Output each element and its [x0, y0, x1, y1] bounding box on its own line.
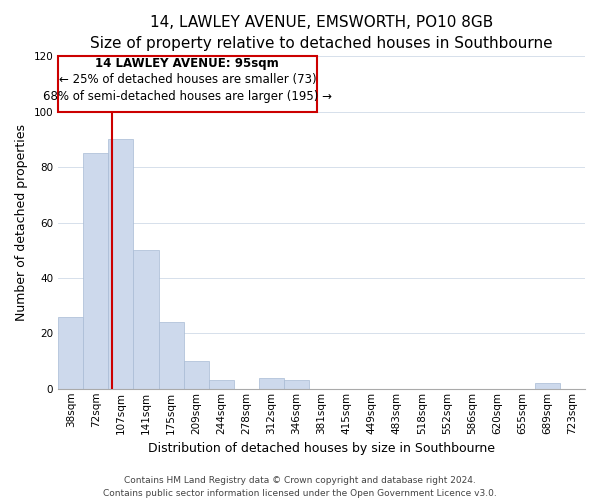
Text: Contains HM Land Registry data © Crown copyright and database right 2024.
Contai: Contains HM Land Registry data © Crown c… — [103, 476, 497, 498]
Bar — [83, 154, 109, 389]
Bar — [284, 380, 309, 389]
Text: 68% of semi-detached houses are larger (195) →: 68% of semi-detached houses are larger (… — [43, 90, 332, 103]
FancyBboxPatch shape — [58, 56, 317, 112]
Y-axis label: Number of detached properties: Number of detached properties — [15, 124, 28, 321]
Bar — [58, 316, 83, 389]
Bar — [535, 383, 560, 389]
X-axis label: Distribution of detached houses by size in Southbourne: Distribution of detached houses by size … — [148, 442, 495, 455]
Text: 14 LAWLEY AVENUE: 95sqm: 14 LAWLEY AVENUE: 95sqm — [95, 57, 279, 70]
Text: ← 25% of detached houses are smaller (73): ← 25% of detached houses are smaller (73… — [59, 74, 316, 86]
Bar — [133, 250, 158, 389]
Bar — [259, 378, 284, 389]
Bar — [184, 361, 209, 389]
Bar — [209, 380, 234, 389]
Bar — [109, 140, 133, 389]
Title: 14, LAWLEY AVENUE, EMSWORTH, PO10 8GB
Size of property relative to detached hous: 14, LAWLEY AVENUE, EMSWORTH, PO10 8GB Si… — [90, 15, 553, 51]
Bar — [158, 322, 184, 389]
